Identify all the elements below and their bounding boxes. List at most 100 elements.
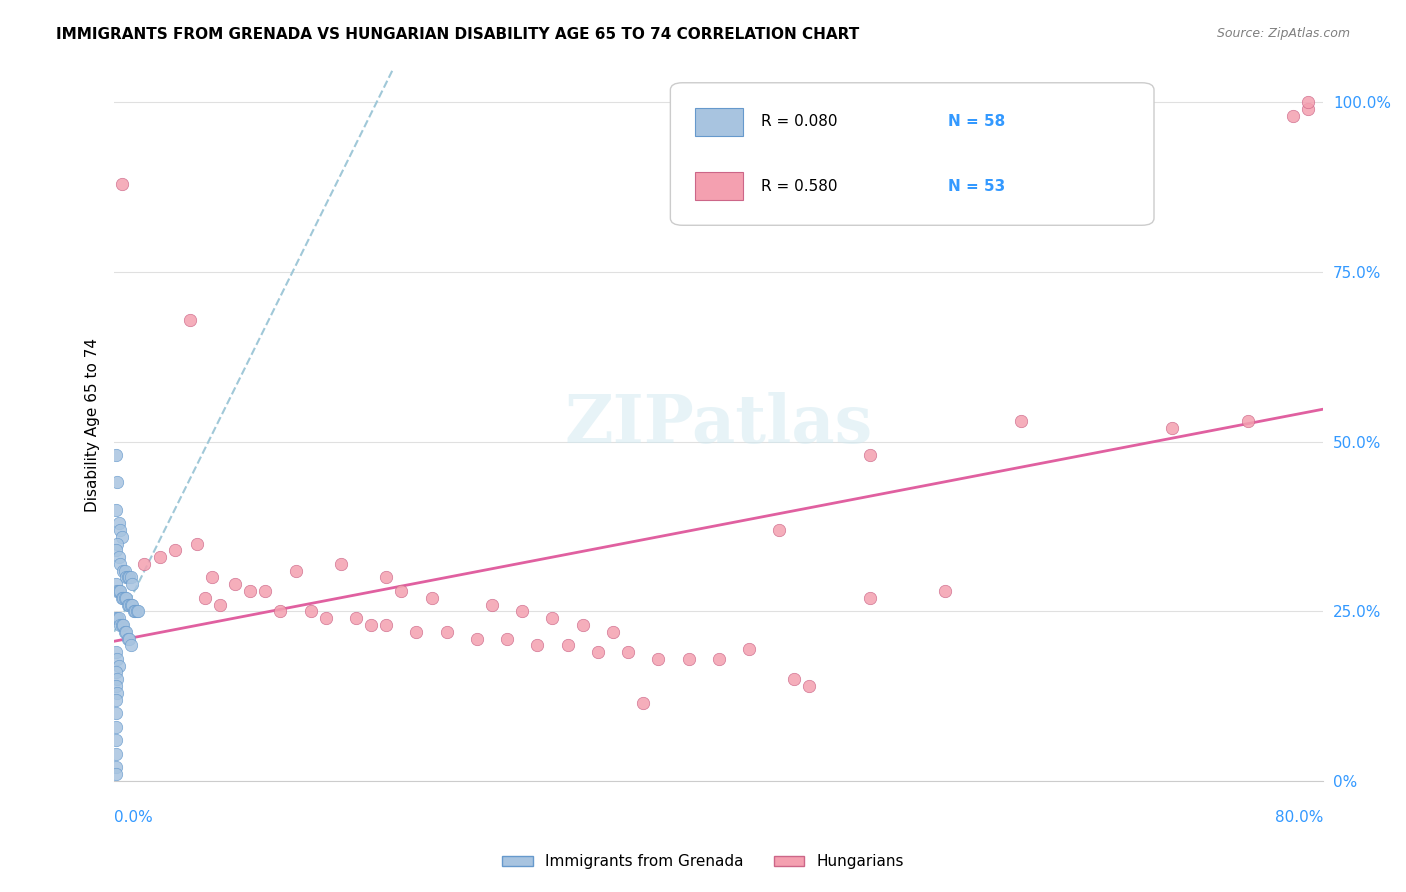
Point	[284, 564, 307, 578]
Point	[783, 672, 806, 686]
Point	[104, 665, 127, 680]
Point	[420, 591, 443, 605]
Point	[104, 692, 127, 706]
Point	[934, 584, 956, 599]
Point	[125, 604, 148, 618]
Point	[201, 570, 224, 584]
Point	[111, 591, 134, 605]
Point	[405, 624, 427, 639]
Point	[148, 550, 170, 565]
Point	[127, 604, 149, 618]
Point	[111, 618, 134, 632]
Point	[122, 604, 145, 618]
Point	[105, 584, 128, 599]
Point	[114, 564, 136, 578]
Point	[110, 557, 132, 571]
Point	[269, 604, 291, 618]
Point	[115, 570, 138, 584]
Point	[557, 638, 579, 652]
Point	[118, 632, 141, 646]
Point	[859, 448, 882, 462]
Text: N = 53: N = 53	[949, 178, 1005, 194]
Point	[104, 760, 127, 774]
Point	[110, 584, 132, 599]
Point	[114, 624, 136, 639]
Point	[115, 624, 138, 639]
FancyBboxPatch shape	[695, 172, 742, 201]
Point	[859, 591, 882, 605]
Point	[112, 564, 135, 578]
Point	[799, 679, 821, 693]
Text: 0.0%: 0.0%	[114, 810, 153, 824]
Legend: Immigrants from Grenada, Hungarians: Immigrants from Grenada, Hungarians	[496, 848, 910, 875]
Text: IMMIGRANTS FROM GRENADA VS HUNGARIAN DISABILITY AGE 65 TO 74 CORRELATION CHART: IMMIGRANTS FROM GRENADA VS HUNGARIAN DIS…	[56, 27, 859, 42]
Point	[602, 624, 624, 639]
Point	[586, 645, 609, 659]
Text: R = 0.580: R = 0.580	[761, 178, 838, 194]
Point	[111, 177, 134, 191]
Point	[105, 672, 128, 686]
Point	[104, 706, 127, 720]
Point	[105, 536, 128, 550]
Point	[104, 577, 127, 591]
FancyBboxPatch shape	[671, 83, 1154, 226]
Point	[105, 652, 128, 666]
Point	[104, 543, 127, 558]
Point	[163, 543, 186, 558]
Point	[768, 523, 790, 537]
Point	[107, 550, 129, 565]
Point	[389, 584, 412, 599]
Point	[121, 577, 143, 591]
Point	[117, 570, 139, 584]
Point	[186, 536, 208, 550]
Point	[121, 598, 143, 612]
Text: ZIPatlas: ZIPatlas	[565, 392, 873, 458]
Point	[631, 696, 654, 710]
Point	[118, 570, 141, 584]
Point	[110, 618, 132, 632]
Point	[1282, 109, 1305, 123]
Point	[1296, 102, 1319, 116]
Point	[224, 577, 246, 591]
Point	[107, 658, 129, 673]
Text: R = 0.080: R = 0.080	[761, 114, 838, 129]
Y-axis label: Disability Age 65 to 74: Disability Age 65 to 74	[86, 338, 100, 512]
Point	[375, 570, 398, 584]
Point	[107, 584, 129, 599]
Point	[105, 611, 128, 625]
Point	[481, 598, 503, 612]
Point	[104, 448, 127, 462]
Point	[360, 618, 382, 632]
Point	[111, 530, 134, 544]
Point	[105, 475, 128, 490]
Point	[112, 618, 135, 632]
Point	[134, 557, 156, 571]
Point	[436, 624, 458, 639]
Point	[110, 523, 132, 537]
Point	[1296, 95, 1319, 110]
Point	[541, 611, 564, 625]
Text: 80.0%: 80.0%	[1275, 810, 1323, 824]
Point	[208, 598, 231, 612]
Point	[465, 632, 488, 646]
Point	[124, 604, 146, 618]
Point	[707, 652, 730, 666]
Point	[120, 570, 142, 584]
Point	[678, 652, 700, 666]
Point	[118, 598, 141, 612]
Point	[510, 604, 533, 618]
Text: Source: ZipAtlas.com: Source: ZipAtlas.com	[1216, 27, 1350, 40]
Point	[239, 584, 262, 599]
Point	[104, 767, 127, 781]
Point	[104, 747, 127, 761]
Point	[114, 591, 136, 605]
Point	[496, 632, 519, 646]
Point	[104, 502, 127, 516]
Point	[344, 611, 367, 625]
Point	[104, 679, 127, 693]
Point	[329, 557, 352, 571]
Point	[104, 720, 127, 734]
Text: N = 58: N = 58	[949, 114, 1005, 129]
Point	[617, 645, 640, 659]
Point	[179, 312, 201, 326]
